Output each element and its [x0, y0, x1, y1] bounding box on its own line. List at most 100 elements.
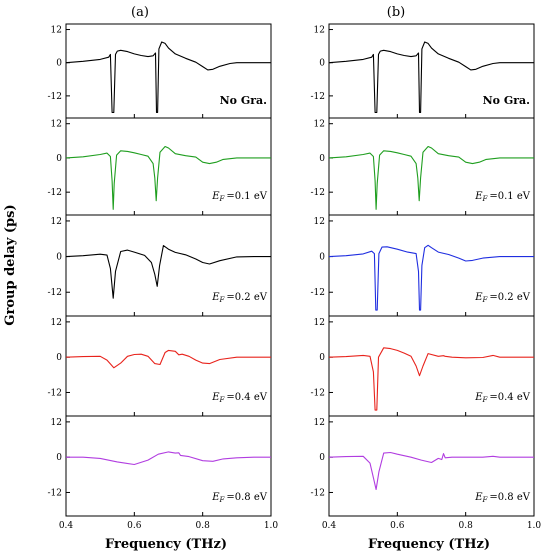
y-tick-label: -12: [311, 188, 326, 198]
series-line-b-4: [328, 347, 534, 411]
fermi-symbol: E: [211, 191, 220, 202]
panel-label: No Gra.: [220, 94, 267, 107]
y-tick-label: -12: [48, 188, 63, 198]
panel-b-3: 12 0 -12 EF =0.2 eV: [311, 214, 535, 317]
y-tick-label: -12: [48, 388, 63, 398]
panel-b-1: 12 0 -12 No Gra.: [311, 23, 535, 119]
fermi-energy-label: EF =0.4 eV: [474, 392, 531, 404]
fermi-symbol: E: [474, 292, 483, 303]
x-tick-label: 1.0: [264, 521, 279, 531]
panel-b-4: 12 0 -12 EF =0.4 eV: [311, 315, 535, 417]
y-tick-label: 0: [319, 253, 325, 263]
fermi-subscript: F: [482, 496, 489, 504]
panel-a-2: 12 0 -12 EF =0.1 eV: [48, 117, 272, 216]
x-tick-label: 0.6: [127, 521, 142, 531]
y-tick-label: 12: [51, 318, 62, 328]
fermi-subscript: F: [219, 296, 226, 304]
series-line-a-2: [65, 145, 271, 210]
fermi-subscript: F: [482, 296, 489, 304]
fermi-value: =0.1 eV: [489, 191, 530, 202]
y-tick-label: 0: [56, 59, 62, 69]
fermi-value: =0.1 eV: [226, 191, 267, 202]
fermi-symbol: E: [474, 392, 483, 403]
fermi-symbol: E: [211, 492, 220, 503]
y-tick-label: 0: [319, 59, 325, 69]
y-tick-label: 12: [314, 318, 325, 328]
fermi-value: =0.2 eV: [226, 292, 267, 303]
panel-b-2: 12 0 -12 EF =0.1 eV: [311, 117, 535, 216]
series-line-b-5: [328, 451, 534, 491]
fermi-subscript: F: [482, 195, 489, 203]
fermi-value: =0.2 eV: [489, 292, 530, 303]
series-line-a-5: [66, 451, 271, 466]
fermi-energy-label: EF =0.8 eV: [474, 492, 531, 504]
series-line-a-4: [65, 349, 271, 369]
x-tick-label: 0.4: [59, 521, 74, 531]
y-tick-label: 0: [319, 353, 325, 363]
panel-a-5: 12 0 -12 0.4 0.6 0.8 1.0 EF =0.8 eV: [48, 415, 279, 531]
panel-b-5: 12 0 -12 0.4 0.6 0.8 1.0 EF =0.8 eV: [311, 415, 542, 531]
y-tick-label: -12: [48, 92, 63, 102]
y-tick-label: 12: [314, 217, 325, 227]
fermi-energy-label: EF =0.1 eV: [211, 191, 268, 203]
y-tick-label: -12: [311, 488, 326, 498]
series-line-b-2: [328, 145, 534, 210]
fermi-energy-label: EF =0.1 eV: [474, 191, 531, 203]
y-tick-label: 0: [56, 353, 62, 363]
fermi-symbol: E: [211, 292, 220, 303]
panel-a-3: 12 0 -12 EF =0.2 eV: [48, 214, 272, 317]
fermi-energy-label: EF =0.4 eV: [211, 392, 268, 404]
x-axis-title-b: Frequency (THz): [368, 537, 490, 552]
fermi-symbol: E: [474, 191, 483, 202]
fermi-subscript: F: [219, 496, 226, 504]
fermi-value: =0.4 eV: [489, 392, 530, 403]
series-line-b-1: [328, 41, 534, 114]
y-axis-title: Group delay (ps): [3, 204, 18, 325]
fermi-subscript: F: [219, 195, 226, 203]
y-tick-label: 12: [51, 418, 62, 428]
series-line-a-3: [65, 245, 271, 299]
fermi-value: =0.8 eV: [226, 492, 267, 503]
fermi-subscript: F: [219, 396, 226, 404]
x-tick-label: 1.0: [527, 521, 542, 531]
y-tick-label: 12: [314, 120, 325, 130]
y-tick-label: 0: [56, 453, 62, 463]
y-tick-label: -12: [311, 288, 326, 298]
panel-frame: [328, 415, 535, 517]
y-tick-label: -12: [311, 92, 326, 102]
fermi-value: =0.8 eV: [489, 492, 530, 503]
y-tick-label: -12: [48, 288, 63, 298]
fermi-value: =0.4 eV: [226, 392, 267, 403]
y-tick-label: 0: [56, 253, 62, 263]
fermi-subscript: F: [482, 396, 489, 404]
y-tick-label: 0: [319, 154, 325, 164]
y-tick-label: -12: [311, 388, 326, 398]
y-tick-label: 0: [319, 453, 325, 463]
panel-a-1: 12 0 -12 No Gra.: [48, 23, 272, 119]
fermi-symbol: E: [211, 392, 220, 403]
x-tick-label: 0.6: [390, 521, 405, 531]
panel-a-4: 12 0 -12 EF =0.4 eV: [48, 315, 272, 417]
fermi-energy-label: EF =0.8 eV: [211, 492, 268, 504]
column-b-tag: (b): [387, 5, 405, 20]
y-tick-label: 12: [314, 26, 325, 36]
y-tick-label: -12: [48, 488, 63, 498]
x-tick-label: 0.8: [459, 521, 474, 531]
y-tick-label: 12: [51, 26, 62, 36]
series-line-a-1: [65, 41, 271, 114]
y-tick-label: 12: [51, 217, 62, 227]
fermi-energy-label: EF =0.2 eV: [211, 292, 268, 304]
column-a-tag: (a): [131, 5, 149, 20]
series-line-b-3: [328, 244, 534, 311]
panel-frame: [65, 415, 272, 517]
x-axis-title-a: Frequency (THz): [105, 537, 227, 552]
x-tick-label: 0.8: [196, 521, 211, 531]
y-tick-label: 0: [56, 154, 62, 164]
x-tick-label: 0.4: [322, 521, 337, 531]
fermi-energy-label: EF =0.2 eV: [474, 292, 531, 304]
fermi-symbol: E: [474, 492, 483, 503]
panel-label: No Gra.: [483, 94, 530, 107]
y-tick-label: 12: [51, 120, 62, 130]
y-tick-label: 12: [314, 418, 325, 428]
